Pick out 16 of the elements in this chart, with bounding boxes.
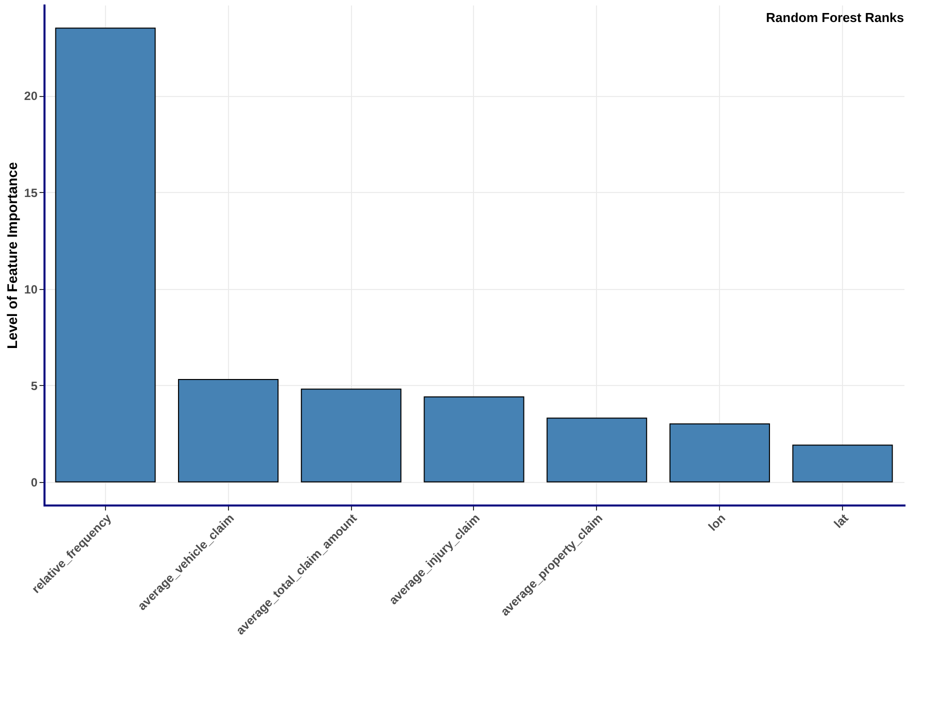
bar — [669, 423, 770, 482]
y-tick-label: 0 — [30, 475, 38, 490]
bar — [55, 28, 156, 482]
chart-title: Random Forest Ranks — [766, 10, 904, 25]
y-tick-label: 10 — [24, 282, 38, 296]
x-tick-label: lat — [831, 511, 852, 531]
y-tick-label: 5 — [30, 378, 38, 393]
y-tick-label: 15 — [24, 186, 38, 200]
bar — [178, 379, 279, 482]
y-axis-title: Level of Feature Importance — [4, 162, 20, 349]
bar — [546, 418, 648, 482]
bar — [424, 396, 524, 482]
x-tick-label: lon — [706, 511, 728, 534]
bar — [792, 444, 893, 482]
y-tick-label: 20 — [24, 89, 38, 104]
bar — [300, 388, 402, 482]
